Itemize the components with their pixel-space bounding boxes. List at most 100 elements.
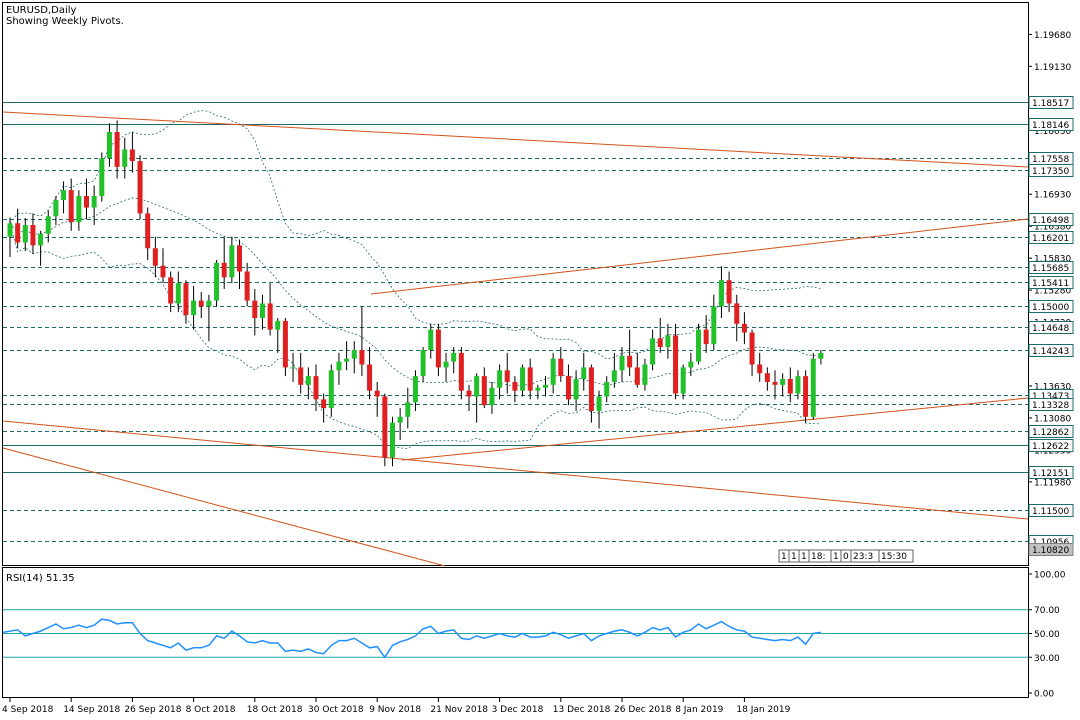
candle [137, 155, 143, 220]
time-widget-text: 1 [781, 552, 787, 562]
candle-body-bull [604, 381, 610, 397]
pivot-label-box [1028, 466, 1074, 479]
candle-body-bull [711, 306, 717, 345]
candle-body-bear [458, 352, 464, 391]
candle-body-bear [68, 190, 74, 223]
candle [321, 393, 327, 423]
candle [810, 352, 816, 420]
candle [359, 306, 365, 377]
candle [152, 236, 158, 278]
candle-body-bull [795, 376, 801, 394]
pivot-label-box [1028, 231, 1074, 244]
candle [160, 248, 166, 284]
pivot-label: 1.10820 [1032, 546, 1069, 556]
candle-body-bear [313, 376, 319, 400]
candle-body-bull [718, 280, 724, 307]
pivot-label-box [1028, 425, 1074, 438]
trendlines [2, 111, 1029, 567]
candle [252, 288, 258, 336]
candle [259, 294, 265, 330]
candle [45, 210, 51, 243]
candle [604, 376, 610, 403]
candle-body-bear [703, 329, 709, 345]
pivot-label: 1.17558 [1032, 155, 1069, 165]
pivot-label-box [1028, 164, 1074, 177]
candle-body-bull [214, 262, 220, 301]
candle [267, 283, 273, 336]
candle [650, 329, 656, 371]
candle-body-bull [351, 349, 357, 359]
candle [344, 341, 350, 371]
candle [711, 294, 717, 350]
time-tick-label: 8 Jan 2019 [675, 705, 723, 715]
candle-body-bear [221, 262, 227, 278]
candle-body-bull [305, 376, 311, 385]
candle [657, 317, 663, 353]
candle [168, 271, 174, 313]
time-tick-label: 18 Oct 2018 [247, 705, 303, 715]
price-pane-frame [2, 2, 1029, 566]
candle [351, 341, 357, 374]
candle [642, 358, 648, 391]
candle [30, 213, 36, 255]
candle [764, 367, 770, 391]
candle [298, 352, 304, 394]
candle-body-bear [367, 364, 373, 391]
time-widget: 1 1 1 18: 1 0 23:3 15:30 [778, 549, 914, 563]
candle [596, 390, 602, 429]
candle [206, 294, 212, 342]
candle [237, 239, 242, 289]
candle-body-bear [657, 338, 663, 348]
candle [458, 347, 464, 400]
candle-body-bear [15, 223, 21, 243]
candle-body-bear [588, 367, 594, 411]
candle-body-bull [650, 338, 656, 365]
candle [680, 364, 686, 400]
band-upper [9, 110, 821, 360]
rsi-tick-label: 70.00 [1034, 606, 1060, 616]
pivot-label: 1.12622 [1032, 442, 1069, 452]
candle-body-bear [145, 213, 151, 249]
pivot-label-box [1028, 300, 1074, 313]
time-tick-label: 13 Dec 2018 [553, 705, 611, 715]
price-tick-label: 1.19680 [1034, 31, 1071, 41]
candle-body-bear [803, 376, 809, 417]
candle-body-bear [504, 370, 510, 382]
pivot-label: 1.13473 [1032, 392, 1069, 402]
candle-body-bear [757, 364, 763, 374]
price-tick-label: 1.15830 [1034, 255, 1071, 265]
candle [68, 178, 74, 231]
candle [420, 347, 426, 382]
candle [627, 329, 633, 377]
candle [443, 352, 449, 382]
candles [7, 120, 824, 467]
candle [581, 352, 587, 391]
rsi-tick-label: 50.00 [1034, 630, 1060, 640]
candle [435, 323, 441, 377]
rsi-axis: 100.00 70.00 50.00 30.00 0.00 [1028, 571, 1066, 700]
candle [221, 236, 227, 289]
candle [336, 352, 342, 385]
pivot-label: 1.11500 [1032, 507, 1069, 517]
candle-body-bear [298, 367, 304, 385]
candle-body-bull [497, 370, 503, 388]
candle [382, 393, 388, 467]
candle [512, 376, 518, 403]
candle-body-bull [642, 364, 648, 385]
candle-body-bear [764, 373, 770, 382]
candle-body-bull [489, 387, 495, 406]
trendline-lower-support [2, 420, 1029, 520]
candle [803, 370, 809, 423]
time-tick-label: 3 Dec 2018 [492, 705, 544, 715]
pivot-label-box [1028, 398, 1074, 411]
candle [390, 416, 395, 467]
candle-body-bear [772, 381, 778, 385]
candle [550, 352, 556, 394]
candle [543, 376, 548, 397]
candle-body-bear [565, 376, 571, 400]
candle [688, 352, 694, 377]
pivot-label: 1.12862 [1032, 428, 1069, 438]
candle-body-bull [535, 387, 541, 391]
candle-body-bull [61, 190, 67, 201]
